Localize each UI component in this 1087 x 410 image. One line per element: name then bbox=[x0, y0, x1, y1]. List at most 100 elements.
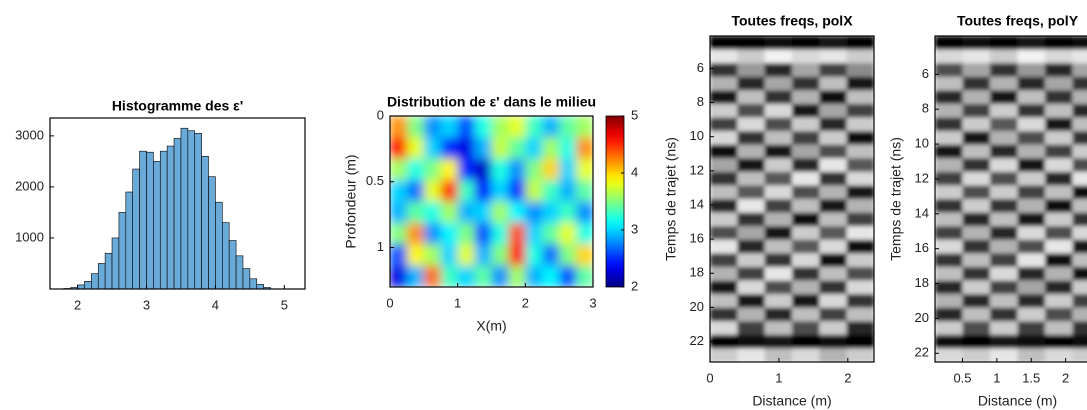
cell bbox=[423, 158, 442, 181]
cell bbox=[474, 180, 492, 202]
cell bbox=[710, 280, 738, 295]
cell bbox=[491, 180, 509, 202]
cell bbox=[764, 239, 793, 254]
cell bbox=[819, 239, 848, 254]
cell bbox=[1017, 266, 1046, 281]
cell bbox=[1017, 348, 1046, 362]
colorbar bbox=[605, 115, 625, 288]
bar bbox=[104, 252, 113, 290]
cell bbox=[962, 49, 991, 64]
cell bbox=[710, 63, 738, 78]
cell bbox=[710, 171, 738, 186]
cell bbox=[474, 137, 492, 160]
cell bbox=[846, 131, 874, 146]
cell bbox=[792, 280, 820, 295]
cell bbox=[559, 201, 577, 224]
cell bbox=[990, 226, 1018, 241]
cell bbox=[764, 171, 793, 186]
cell bbox=[1072, 49, 1087, 64]
cell bbox=[819, 280, 848, 295]
y-tick-label: 22 bbox=[690, 333, 704, 348]
cell bbox=[710, 49, 738, 64]
cell bbox=[764, 117, 793, 132]
cell bbox=[764, 294, 793, 309]
cell bbox=[1045, 117, 1073, 132]
cell bbox=[576, 137, 593, 160]
bar bbox=[228, 240, 237, 290]
cell bbox=[1017, 334, 1046, 349]
cell bbox=[764, 266, 793, 281]
cell bbox=[559, 158, 577, 181]
cell bbox=[962, 103, 991, 118]
cell bbox=[542, 265, 560, 287]
cell bbox=[1072, 144, 1087, 159]
cell bbox=[935, 185, 963, 200]
cell bbox=[1072, 321, 1087, 336]
cell bbox=[710, 199, 738, 214]
y-tick-label: 10 bbox=[690, 128, 704, 143]
cell bbox=[764, 103, 793, 118]
cell bbox=[990, 266, 1018, 281]
cell bbox=[508, 137, 526, 160]
cell bbox=[990, 185, 1018, 200]
cell bbox=[846, 158, 874, 173]
cell bbox=[1017, 280, 1046, 295]
cell bbox=[792, 348, 820, 362]
bar bbox=[221, 222, 230, 290]
cell bbox=[1072, 239, 1087, 254]
cell bbox=[846, 36, 874, 51]
cell bbox=[1072, 185, 1087, 200]
y-tick-label: 20 bbox=[915, 310, 929, 325]
y-axis-label: Profondeur (m) bbox=[343, 154, 359, 248]
cell bbox=[990, 49, 1018, 64]
cell bbox=[1072, 103, 1087, 118]
cell bbox=[390, 158, 408, 181]
y-tick-label: 0.5 bbox=[366, 173, 384, 188]
y-tick-label: 8 bbox=[697, 94, 704, 109]
cell bbox=[710, 36, 738, 51]
bar bbox=[84, 281, 92, 290]
cell bbox=[491, 116, 509, 138]
cell bbox=[792, 307, 820, 322]
cell bbox=[935, 103, 963, 118]
y-tick-label: 1 bbox=[377, 239, 384, 254]
cell bbox=[846, 144, 874, 159]
cell bbox=[935, 76, 963, 91]
cell bbox=[1017, 253, 1046, 268]
cell bbox=[737, 90, 766, 105]
cell bbox=[1045, 103, 1073, 118]
cell bbox=[390, 137, 408, 160]
cell bbox=[764, 90, 793, 105]
bar bbox=[256, 284, 264, 290]
cell bbox=[737, 171, 766, 186]
cell bbox=[962, 334, 991, 349]
cell bbox=[819, 63, 848, 78]
cell bbox=[1072, 253, 1087, 268]
bar bbox=[173, 138, 182, 290]
cell bbox=[525, 244, 543, 267]
cell bbox=[1045, 144, 1073, 159]
cell bbox=[990, 199, 1018, 214]
cell bbox=[935, 266, 963, 281]
cell bbox=[1017, 103, 1046, 118]
cell bbox=[525, 158, 543, 181]
cell bbox=[1045, 280, 1073, 295]
cell bbox=[792, 294, 820, 309]
cell bbox=[792, 239, 820, 254]
cell bbox=[962, 280, 991, 295]
cell bbox=[1072, 226, 1087, 241]
cell bbox=[423, 201, 442, 224]
cell bbox=[819, 49, 848, 64]
cell bbox=[962, 199, 991, 214]
cell bbox=[819, 158, 848, 173]
x-tick-label: 1 bbox=[454, 295, 461, 310]
chart-title: Toutes freqs, polX bbox=[731, 13, 853, 29]
cell bbox=[423, 244, 442, 267]
cell bbox=[990, 280, 1018, 295]
cell bbox=[1017, 158, 1046, 173]
cell bbox=[559, 180, 577, 202]
cell bbox=[935, 307, 963, 322]
y-tick-label: 0 bbox=[377, 107, 384, 122]
cell bbox=[819, 307, 848, 322]
